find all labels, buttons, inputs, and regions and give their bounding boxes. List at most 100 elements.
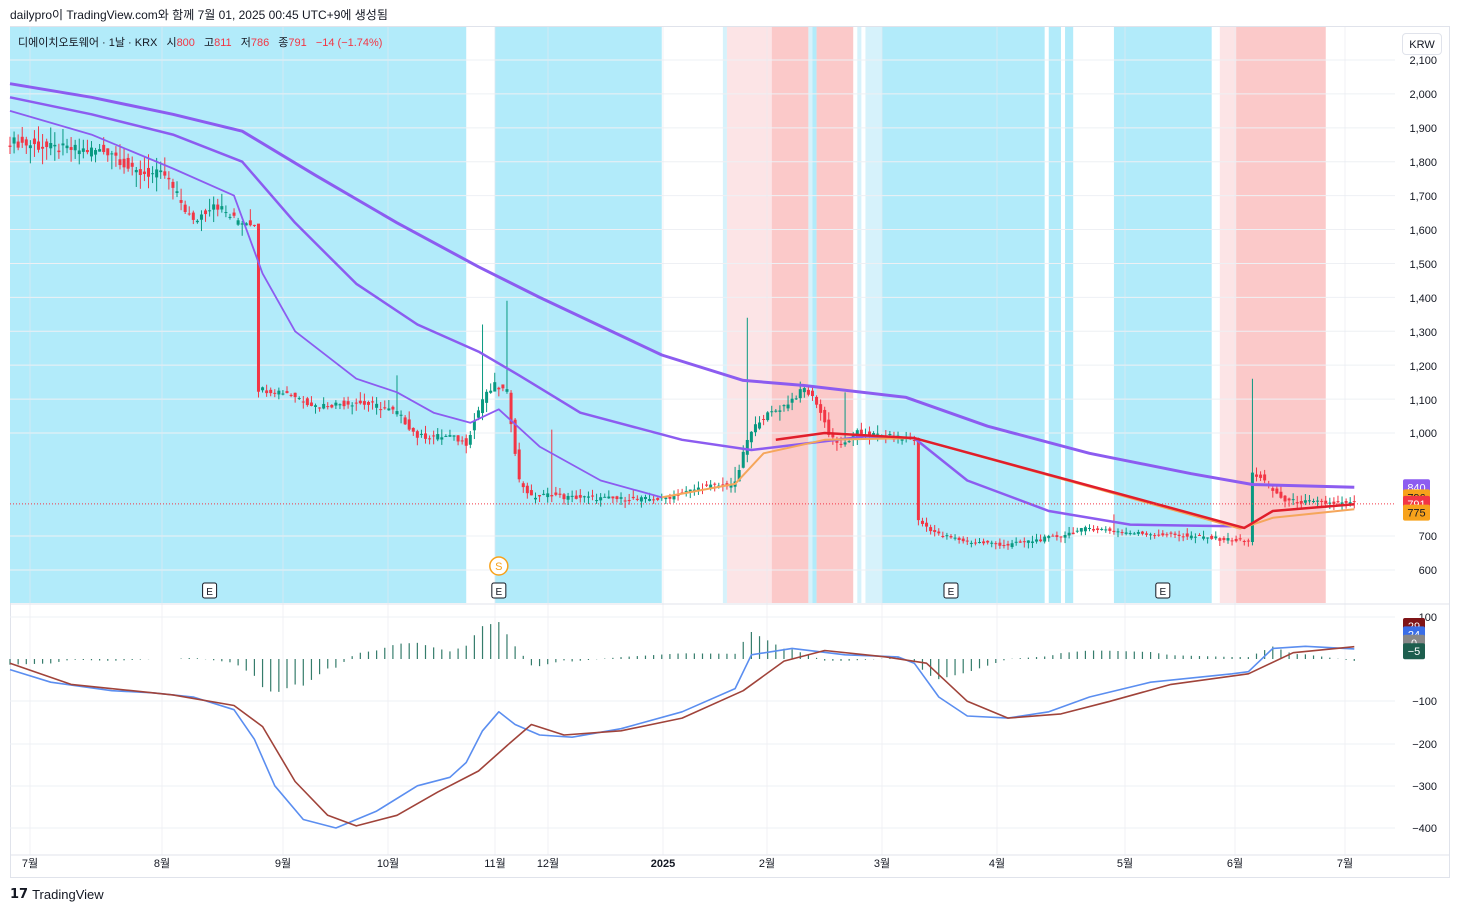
candle-body: [1079, 528, 1083, 532]
candle-body: [806, 389, 810, 395]
candle-body: [774, 410, 778, 412]
candle-body: [419, 433, 423, 435]
close-value: 791: [288, 37, 307, 49]
candle-body: [485, 391, 489, 403]
candle-body: [73, 144, 77, 151]
currency-button[interactable]: KRW: [1402, 33, 1442, 55]
candle-body: [1173, 533, 1177, 535]
candle-body: [758, 422, 762, 429]
candle-body: [1181, 536, 1185, 538]
candle-body: [550, 495, 554, 497]
candle-body: [309, 402, 313, 406]
highlight-band: [726, 27, 772, 603]
candle-body: [179, 200, 183, 203]
candle-body: [481, 399, 485, 414]
candle-body: [611, 496, 615, 499]
oscillator-tick-label: −400: [1412, 823, 1437, 835]
split-marker[interactable]: [489, 556, 509, 576]
earnings-marker[interactable]: [1155, 582, 1171, 599]
price-tick-label: 2,100: [1409, 55, 1437, 67]
candle-body: [1022, 541, 1026, 543]
earnings-marker[interactable]: [202, 582, 218, 599]
candle-body: [224, 212, 228, 214]
candle-body: [379, 409, 383, 411]
candle-body: [945, 535, 949, 537]
candle-body: [941, 535, 945, 537]
signal-line: [9, 645, 1355, 827]
candle-body: [578, 495, 582, 498]
footer-brand[interactable]: 𝟭𝟳 TradingView: [10, 886, 104, 902]
candle-body: [171, 181, 175, 188]
candle-body: [138, 169, 142, 175]
candle-body: [1234, 538, 1238, 542]
candle-body: [525, 485, 529, 494]
candle-body: [810, 390, 814, 397]
candle-body: [872, 433, 876, 436]
candle-body: [326, 406, 330, 408]
candle-body: [1275, 488, 1279, 494]
candle-body: [1059, 536, 1063, 538]
candle-body: [802, 388, 806, 393]
moving-average-line: [9, 110, 663, 499]
candle-body: [387, 408, 391, 411]
candle-body: [627, 500, 631, 502]
candle-body: [199, 214, 203, 220]
candle-body: [232, 212, 236, 216]
candle-body: [949, 536, 953, 538]
candle-body: [195, 220, 199, 223]
candle-body: [456, 435, 460, 442]
candle-body: [798, 389, 802, 399]
time-tick-label: 7월: [22, 857, 38, 870]
candle-body: [582, 496, 586, 498]
candle-body: [998, 542, 1002, 546]
candle-body: [1145, 533, 1149, 535]
candle-body: [1193, 536, 1197, 538]
symbol-legend: 디에이치오토웨어 · 1날 · KRX 시800 고811 저786 종791 …: [18, 34, 382, 50]
candle-body: [277, 390, 281, 395]
candle-body: [220, 206, 224, 210]
candle-body: [770, 411, 774, 413]
candle-body: [843, 442, 847, 445]
candle-body: [493, 382, 497, 392]
candle-body: [982, 541, 986, 544]
candle-body: [900, 439, 904, 441]
earnings-marker[interactable]: [943, 582, 959, 599]
candle-body: [1083, 527, 1087, 532]
candle-body: [839, 443, 843, 445]
high-label: 고: [203, 37, 215, 49]
candle-body: [570, 495, 574, 497]
candle-body: [395, 411, 399, 415]
candle-body: [990, 542, 994, 544]
candle-body: [1263, 474, 1267, 481]
candle-body: [244, 223, 248, 226]
price-tick-label: 1,400: [1409, 293, 1437, 305]
earnings-marker-label: E: [948, 587, 955, 598]
candle-body: [953, 537, 957, 539]
candle-body: [1287, 498, 1291, 501]
candle-body: [269, 389, 273, 394]
candle-body: [216, 204, 220, 210]
candle-body: [444, 435, 448, 437]
candle-body: [603, 496, 607, 498]
price-tick-label: 1,600: [1409, 225, 1437, 237]
candle-body: [366, 401, 370, 405]
candle-body: [1344, 501, 1348, 503]
candle-body: [98, 149, 102, 152]
candle-body: [1140, 531, 1144, 534]
candle-body: [961, 538, 965, 542]
candle-body: [28, 145, 32, 149]
candle-body: [89, 147, 93, 157]
candle-body: [831, 433, 835, 438]
candle-body: [790, 398, 794, 403]
candle-body: [1006, 543, 1010, 546]
candle-body: [41, 146, 45, 149]
candle-body: [358, 400, 362, 404]
earnings-marker[interactable]: [491, 582, 507, 599]
time-tick-label: 11월: [484, 857, 506, 870]
candle-body: [81, 148, 85, 152]
candle-body: [32, 138, 36, 145]
candle-body: [338, 404, 342, 406]
candle-body: [529, 490, 533, 496]
price-tick-label: 1,700: [1409, 191, 1437, 203]
